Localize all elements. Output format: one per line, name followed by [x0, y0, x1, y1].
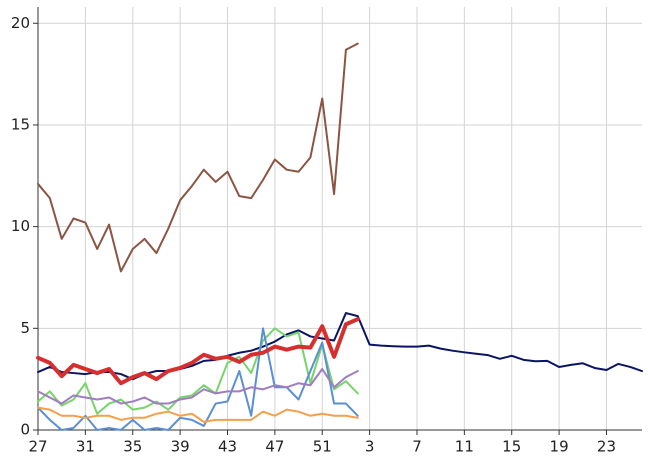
- series-line: [37, 406, 359, 423]
- x-tick-label: 35: [123, 438, 142, 456]
- series-line: [37, 367, 359, 405]
- series-line: [37, 327, 359, 431]
- x-tick-label: 7: [412, 438, 422, 456]
- x-tick-label: 15: [502, 438, 521, 456]
- y-tick-label: 0: [20, 421, 30, 439]
- x-tick-label: 23: [597, 438, 616, 456]
- x-tick-label: 31: [76, 438, 95, 456]
- y-tick-label: 10: [11, 217, 30, 235]
- x-tick-label: 3: [365, 438, 375, 456]
- x-tick-label: 11: [455, 438, 474, 456]
- y-tick-label: 5: [20, 319, 30, 337]
- x-tick-label: 39: [171, 438, 190, 456]
- x-tick-label: 51: [313, 438, 332, 456]
- series-line: [37, 42, 359, 273]
- y-tick-label: 15: [11, 115, 30, 133]
- series-line: [36, 317, 360, 386]
- x-tick-label: 43: [218, 438, 237, 456]
- x-tick-label: 47: [265, 438, 284, 456]
- y-tick-label: 20: [11, 14, 30, 32]
- x-tick-label: 19: [550, 438, 569, 456]
- x-tick-label: 27: [28, 438, 47, 456]
